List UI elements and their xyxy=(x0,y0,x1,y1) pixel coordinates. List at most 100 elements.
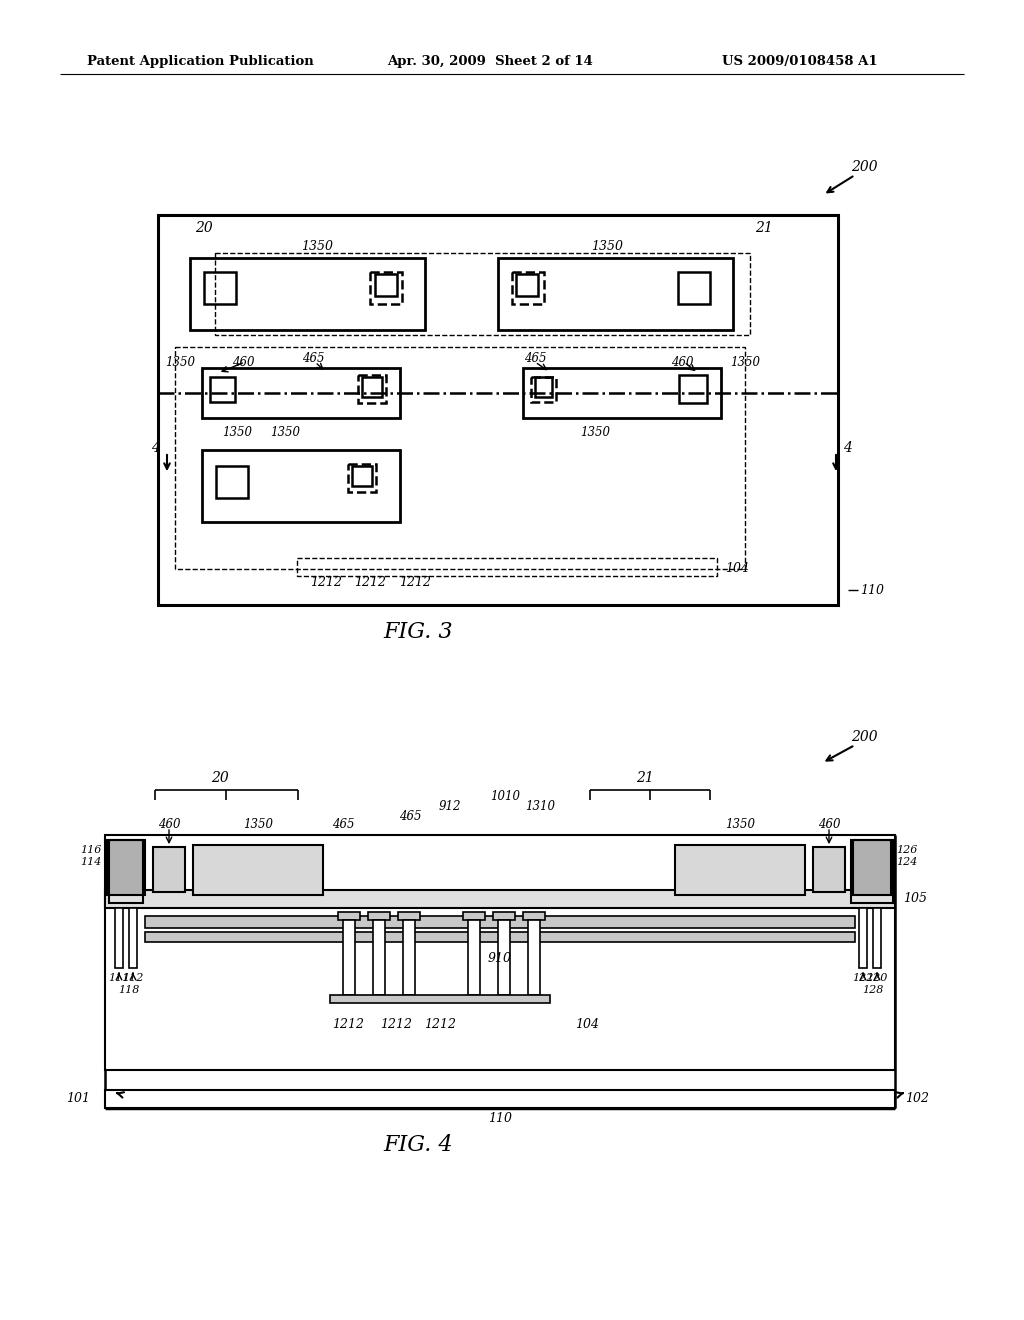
Text: 465: 465 xyxy=(302,351,325,364)
Text: 1350: 1350 xyxy=(301,240,333,253)
Bar xyxy=(215,253,750,335)
Text: FIG. 3: FIG. 3 xyxy=(383,620,453,643)
Text: 465: 465 xyxy=(524,351,547,364)
Bar xyxy=(105,836,895,1071)
Text: 910: 910 xyxy=(488,952,512,965)
Text: 1212: 1212 xyxy=(399,576,431,589)
Bar xyxy=(853,840,891,895)
Bar xyxy=(202,450,400,521)
Text: 1350: 1350 xyxy=(222,425,252,438)
Bar xyxy=(851,840,893,903)
Bar xyxy=(352,466,372,486)
Bar xyxy=(531,378,556,403)
Bar xyxy=(343,920,355,995)
Text: 20: 20 xyxy=(211,771,229,785)
Bar xyxy=(373,920,385,995)
Text: Apr. 30, 2009  Sheet 2 of 14: Apr. 30, 2009 Sheet 2 of 14 xyxy=(387,55,593,69)
Text: 101: 101 xyxy=(66,1093,90,1106)
Text: 124: 124 xyxy=(896,857,918,867)
Text: 1212: 1212 xyxy=(380,1019,412,1031)
Text: 1212: 1212 xyxy=(332,1019,364,1031)
Bar xyxy=(105,890,895,908)
Bar xyxy=(129,908,137,968)
Text: 4: 4 xyxy=(152,441,160,455)
Bar xyxy=(204,272,236,304)
Text: 1010: 1010 xyxy=(490,791,520,804)
Bar xyxy=(330,995,550,1003)
Text: 1212: 1212 xyxy=(424,1019,456,1031)
Text: 465: 465 xyxy=(332,818,354,832)
Text: 110: 110 xyxy=(488,1111,512,1125)
Text: 110: 110 xyxy=(860,583,884,597)
Bar xyxy=(368,912,390,920)
Bar xyxy=(115,908,123,968)
Text: 21: 21 xyxy=(755,220,773,235)
Text: 105: 105 xyxy=(903,892,927,906)
Bar xyxy=(358,375,386,403)
Text: 1212: 1212 xyxy=(310,576,342,589)
Bar xyxy=(375,275,397,296)
Bar xyxy=(216,466,248,498)
Text: 104: 104 xyxy=(725,561,749,574)
Text: 1350: 1350 xyxy=(725,818,755,832)
Bar xyxy=(145,916,855,928)
Bar xyxy=(675,845,805,895)
Text: 912: 912 xyxy=(438,800,461,813)
Text: FIG. 4: FIG. 4 xyxy=(383,1134,453,1156)
Text: 120: 120 xyxy=(866,973,888,983)
Text: 460: 460 xyxy=(818,818,841,832)
Bar xyxy=(535,378,552,397)
Text: 116: 116 xyxy=(81,845,102,855)
Text: 20: 20 xyxy=(195,220,213,235)
Text: 126: 126 xyxy=(896,845,918,855)
Text: 200: 200 xyxy=(851,160,878,174)
Text: 460: 460 xyxy=(158,818,180,832)
Bar xyxy=(145,932,855,942)
Text: 111: 111 xyxy=(109,973,130,983)
Bar xyxy=(498,257,733,330)
Text: 102: 102 xyxy=(905,1093,929,1106)
Bar xyxy=(498,920,510,995)
Text: 1350: 1350 xyxy=(270,425,300,438)
Bar xyxy=(463,912,485,920)
Text: 1310: 1310 xyxy=(525,800,555,813)
Text: 460: 460 xyxy=(671,355,693,368)
Bar xyxy=(678,272,710,304)
Bar xyxy=(338,912,360,920)
Bar xyxy=(158,215,838,605)
Bar xyxy=(512,272,544,304)
Text: 1350: 1350 xyxy=(580,425,610,438)
Bar xyxy=(370,272,402,304)
Text: 1350: 1350 xyxy=(730,355,760,368)
Bar xyxy=(210,378,234,403)
Bar xyxy=(493,912,515,920)
Bar xyxy=(516,275,538,296)
Text: 1350: 1350 xyxy=(165,355,195,368)
Text: 460: 460 xyxy=(232,355,255,368)
Bar xyxy=(190,257,425,330)
Text: 128: 128 xyxy=(862,985,884,995)
Bar xyxy=(398,912,420,920)
Text: 114: 114 xyxy=(81,857,102,867)
Bar xyxy=(813,847,845,892)
Bar xyxy=(528,920,540,995)
Bar xyxy=(679,375,707,403)
Bar xyxy=(403,920,415,995)
Text: 465: 465 xyxy=(398,810,421,824)
Bar xyxy=(202,368,400,418)
Bar xyxy=(105,1090,895,1107)
Text: 1212: 1212 xyxy=(354,576,386,589)
Text: 21: 21 xyxy=(636,771,654,785)
Bar xyxy=(362,378,382,397)
Text: 104: 104 xyxy=(575,1019,599,1031)
Text: 1350: 1350 xyxy=(591,240,623,253)
Bar xyxy=(523,368,721,418)
Bar xyxy=(297,558,717,576)
Bar xyxy=(153,847,185,892)
Bar xyxy=(873,908,881,968)
Text: Patent Application Publication: Patent Application Publication xyxy=(87,55,313,69)
Bar xyxy=(468,920,480,995)
Bar xyxy=(523,912,545,920)
Text: 200: 200 xyxy=(851,730,878,744)
Text: 1350: 1350 xyxy=(243,818,273,832)
